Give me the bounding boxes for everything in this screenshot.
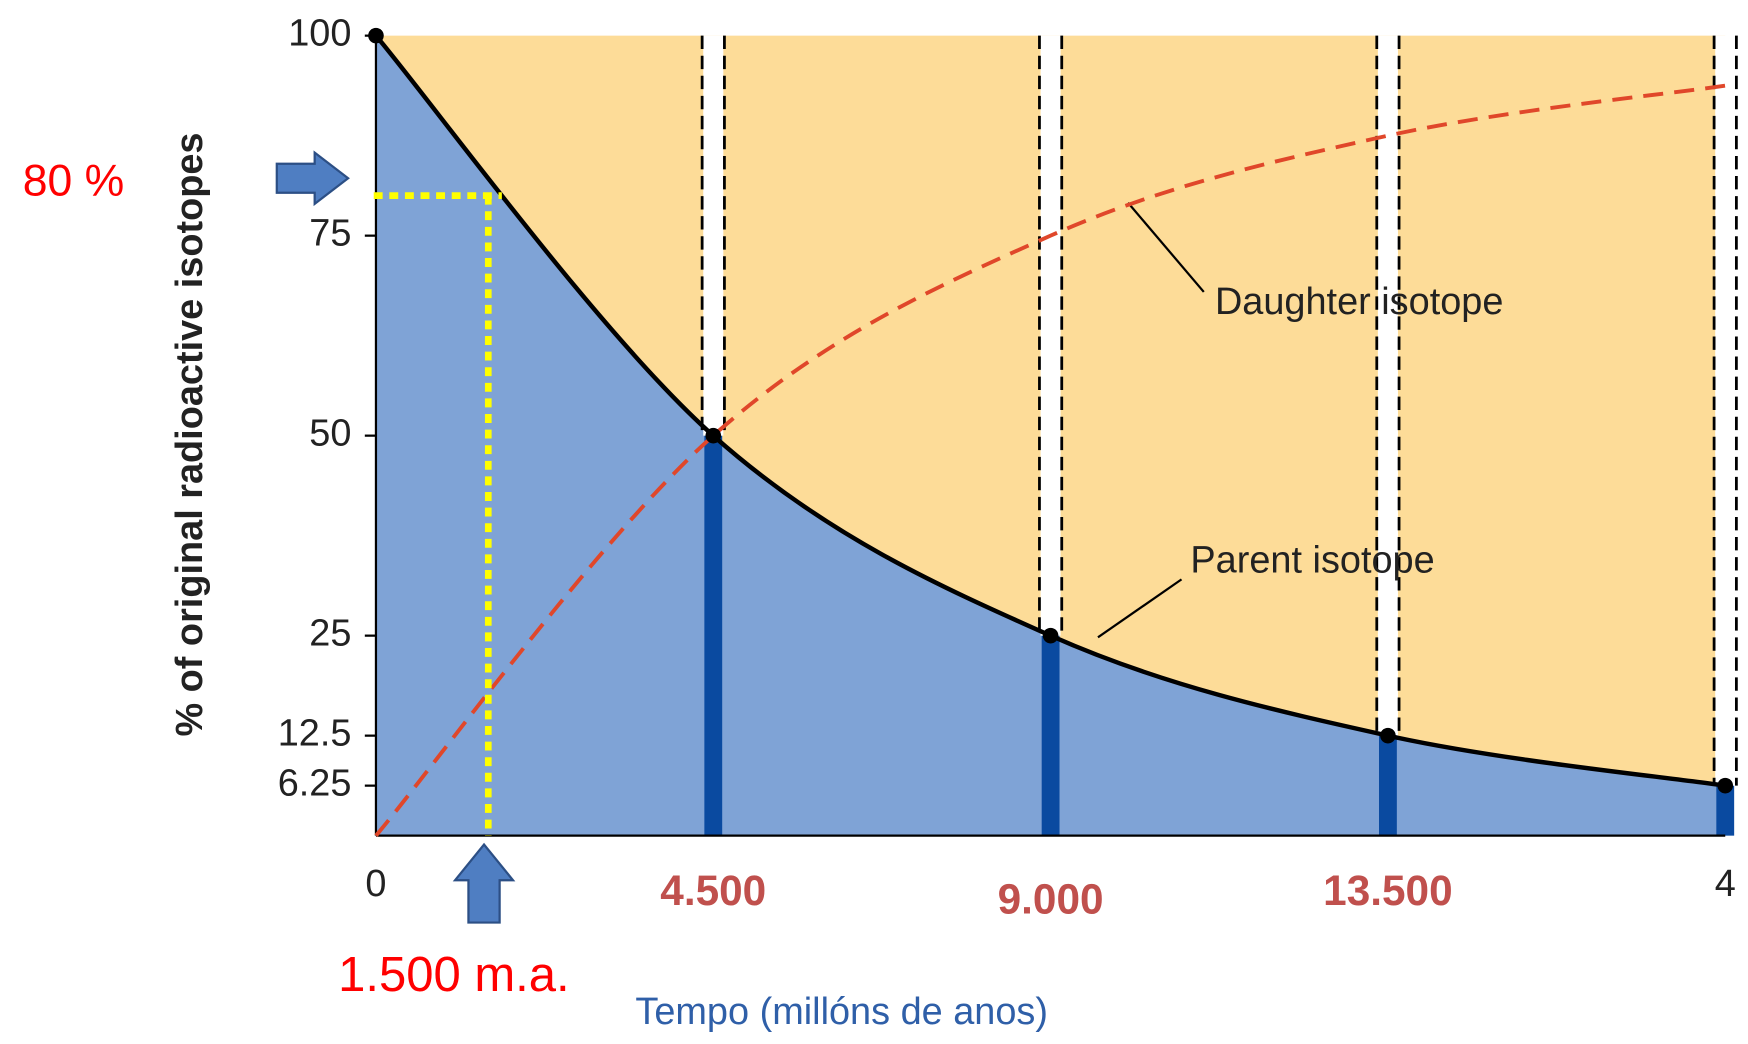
half-life-gap [1715,35,1736,786]
time-label: 9.000 [998,876,1104,923]
half-life-bar [704,435,723,836]
y-tick-label: 12.5 [278,713,352,755]
x-tick-label: 4 [1715,863,1736,905]
half-life-gap [703,35,724,436]
x-tick-label: 0 [365,863,386,905]
y-tick-label: 25 [309,613,351,655]
series-label: Parent isotope [1190,540,1434,582]
time-label: 13.500 [1323,867,1452,914]
y-tick-label: 75 [309,213,351,255]
parent-point [1380,727,1396,744]
parent-point [1717,777,1734,794]
y-axis-label: % of original radioactive isotopes [169,133,211,737]
arrow-right [275,150,350,207]
arrow-up [452,842,516,924]
y-tick-label: 100 [288,13,351,55]
x-axis-label: Tempo (millóns de anos) [635,991,1048,1033]
reading-x-label: 1.500 m.a. [338,948,570,1002]
y-tick-label: 6.25 [278,763,352,805]
half-life-bar [1716,785,1735,836]
leader-line [1097,578,1183,639]
half-life-bar [1379,735,1397,836]
series-line [374,34,1726,788]
leader-line [1127,202,1205,293]
y-tick-label: 50 [309,413,351,455]
half-life-gap [1040,35,1061,636]
half-life-gap [1377,35,1398,736]
plot-area [375,35,1738,836]
parent-point [368,27,384,44]
half-life-bar [1041,635,1060,836]
series-label: Daughter isotope [1215,281,1503,323]
reading-y-label: 80 % [23,157,125,206]
parent-point [1042,627,1059,644]
parent-point [705,427,722,444]
time-label: 4.500 [660,867,766,914]
series-line [374,83,1726,837]
